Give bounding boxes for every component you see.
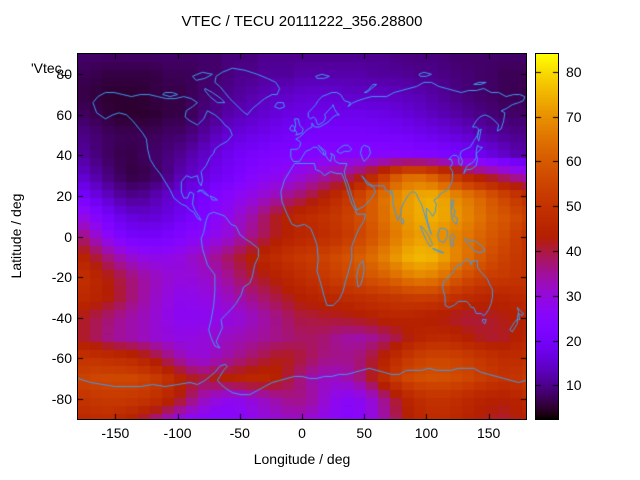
colorbar-tick-label: 70 (566, 108, 582, 125)
x-tick-label: -50 (229, 425, 250, 441)
colorbar-tick-label: 80 (566, 63, 582, 80)
y-axis-label: Latitude / deg (8, 193, 24, 279)
vtec-heatmap-canvas (78, 54, 526, 419)
y-tick-label: 0 (64, 228, 72, 245)
x-tick-label: -100 (163, 425, 192, 441)
key-label: 'Vtec_ (31, 60, 70, 76)
x-tick-label: 0 (298, 425, 306, 441)
x-tick-label: 50 (356, 425, 372, 441)
x-tick-label: 100 (414, 425, 439, 441)
colorbar-tick-label: 10 (566, 377, 582, 394)
colorbar-tick-label: 60 (566, 153, 582, 170)
page-title: VTEC / TECU 20111222_356.28800 (181, 13, 423, 30)
colorbar-canvas (536, 54, 558, 419)
plot-frame (77, 53, 527, 420)
y-tick-label: 80 (56, 66, 72, 83)
y-tick-label: -40 (51, 309, 72, 326)
y-tick-label: -60 (51, 350, 72, 367)
y-tick-label: 60 (56, 106, 72, 123)
y-tick-label: -80 (51, 390, 72, 407)
colorbar-tick-label: 50 (566, 198, 582, 215)
y-tick-label: 20 (56, 187, 72, 204)
x-tick-label: 150 (476, 425, 501, 441)
x-tick-label: -150 (101, 425, 130, 441)
colorbar-tick-label: 40 (566, 243, 582, 260)
colorbar-tick-label: 20 (566, 332, 582, 349)
y-tick-label: -20 (51, 269, 72, 286)
colorbar-frame (535, 53, 559, 420)
colorbar-tick-label: 30 (566, 287, 582, 304)
x-axis-label: Longitude / deg (253, 451, 351, 467)
y-tick-label: 40 (56, 147, 72, 164)
